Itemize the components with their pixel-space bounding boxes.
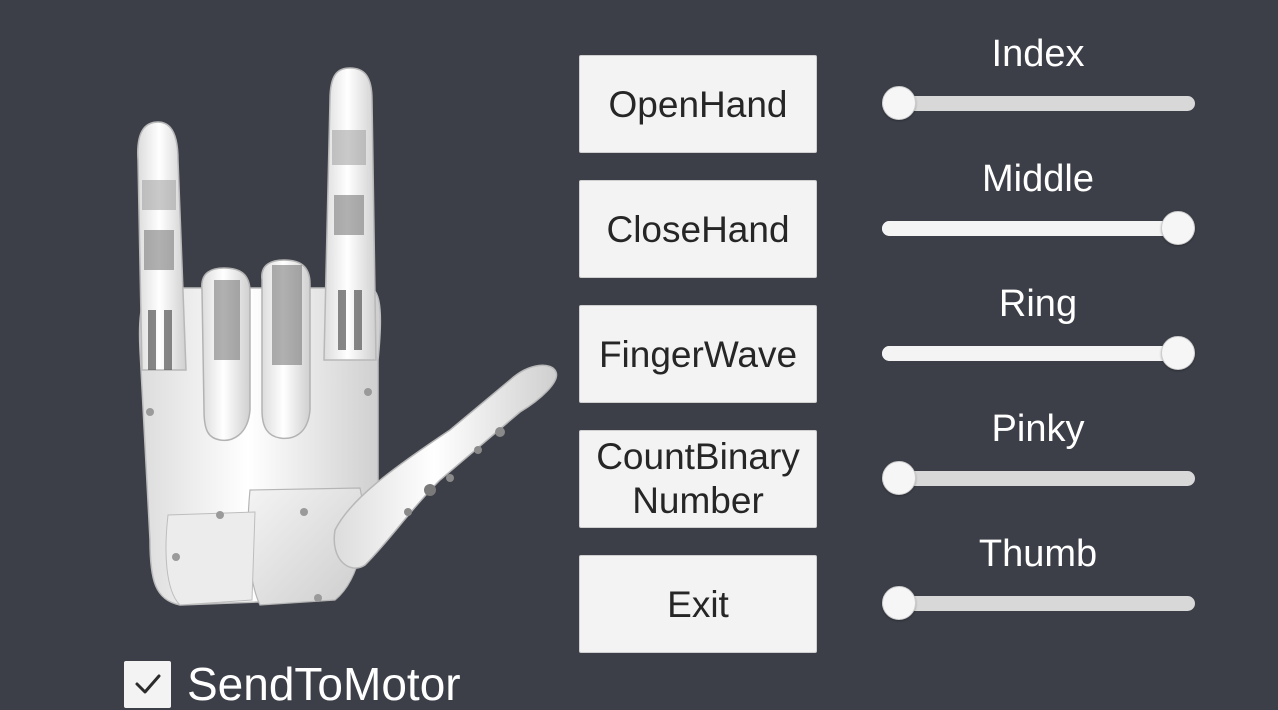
send-to-motor-toggle[interactable]: SendToMotor [124, 658, 461, 710]
slider-group-thumb: Thumb [878, 530, 1198, 655]
slider-label: Thumb [978, 533, 1098, 575]
slider-handle[interactable] [1161, 211, 1195, 245]
exit-button[interactable]: Exit [579, 555, 817, 653]
slider-fill [882, 346, 1178, 361]
slider-handle[interactable] [882, 86, 916, 120]
slider-label: Pinky [991, 408, 1085, 450]
count-binary-number-button[interactable]: CountBinary Number [579, 430, 817, 528]
slider-handle[interactable] [882, 461, 916, 495]
send-to-motor-checkbox[interactable] [124, 660, 171, 708]
slider-label: Middle [982, 158, 1094, 200]
send-to-motor-label: SendToMotor [187, 658, 461, 710]
slider-group-index: Index [878, 30, 1198, 155]
slider-group-middle: Middle [878, 155, 1198, 280]
slider-handle[interactable] [1161, 336, 1195, 370]
slider-fill [882, 221, 1178, 236]
ring-slider[interactable] [882, 336, 1195, 370]
slider-group-ring: Ring [878, 280, 1198, 405]
close-hand-button[interactable]: CloseHand [579, 180, 817, 278]
index-slider[interactable] [882, 86, 1195, 120]
slider-handle[interactable] [882, 586, 916, 620]
finger-wave-button[interactable]: FingerWave [579, 305, 817, 403]
middle-slider[interactable] [882, 211, 1195, 245]
slider-group-pinky: Pinky [878, 405, 1198, 530]
slider-label: Ring [998, 283, 1078, 325]
hand-3d-viewport [120, 60, 570, 620]
robotic-hand-model [137, 67, 558, 606]
thumb-slider[interactable] [882, 586, 1195, 620]
checkmark-icon [135, 674, 160, 694]
slider-label: Index [991, 33, 1085, 75]
open-hand-button[interactable]: OpenHand [579, 55, 817, 153]
pinky-slider[interactable] [882, 461, 1195, 495]
